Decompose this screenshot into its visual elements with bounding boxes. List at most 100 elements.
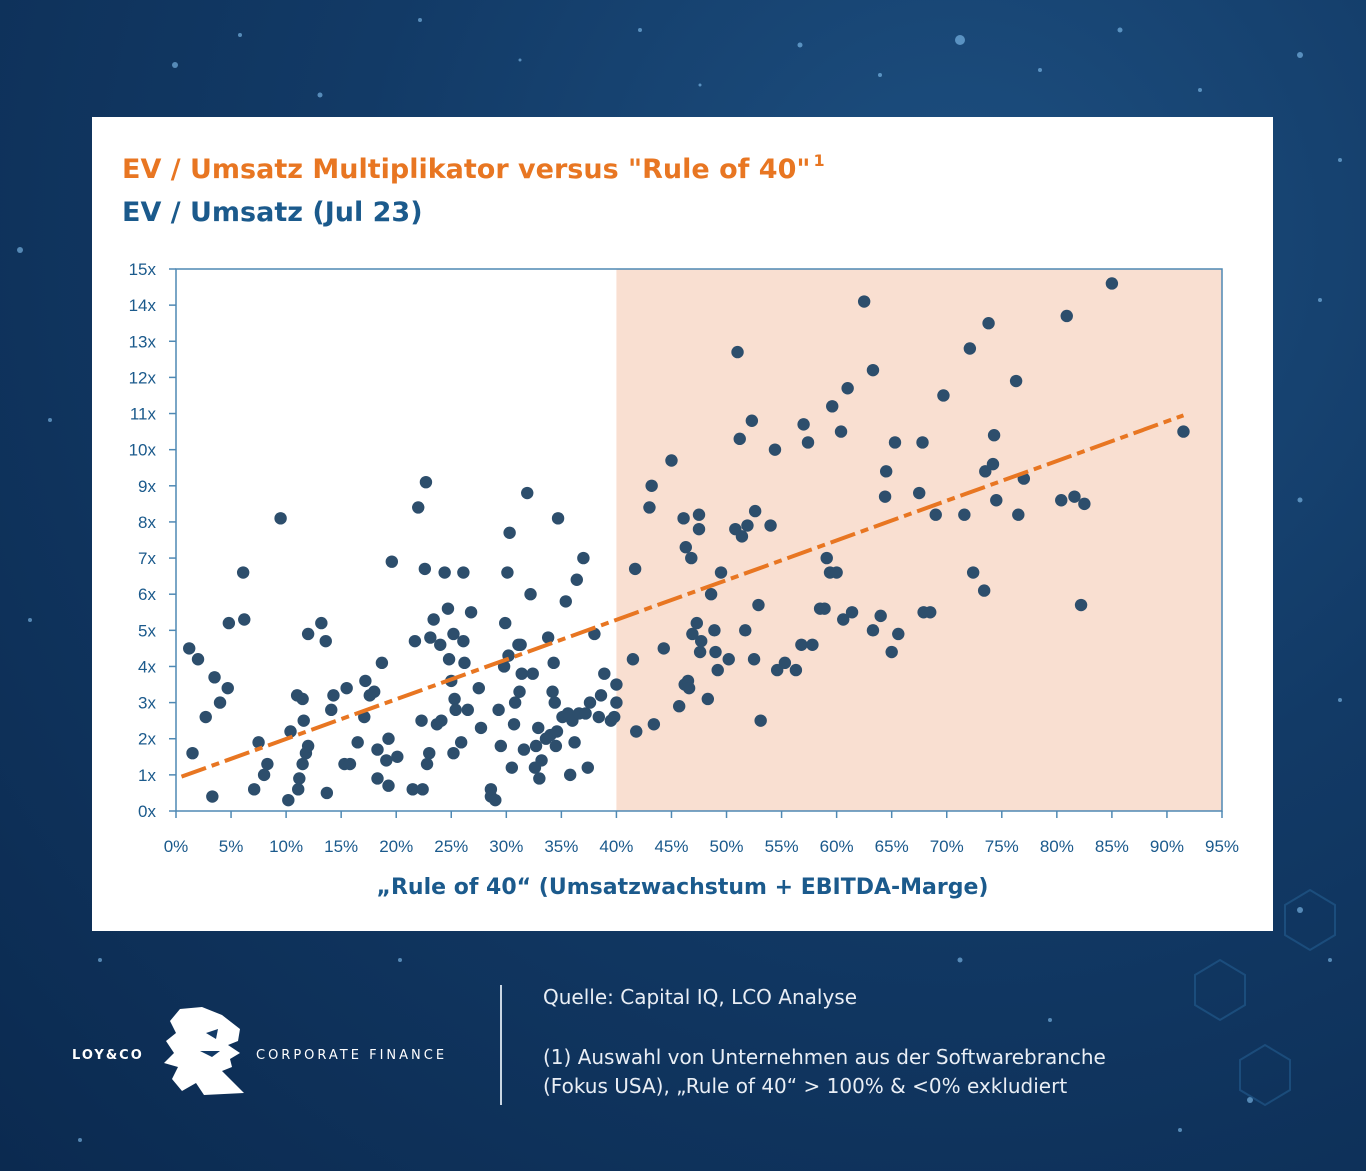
data-point bbox=[892, 627, 905, 641]
data-point bbox=[351, 736, 364, 749]
data-point bbox=[647, 718, 661, 731]
data-point bbox=[418, 562, 432, 576]
data-point bbox=[797, 418, 810, 431]
data-point bbox=[958, 508, 971, 521]
data-point bbox=[679, 541, 692, 554]
data-point bbox=[630, 725, 643, 738]
data-point bbox=[1055, 494, 1068, 507]
data-point bbox=[517, 743, 531, 756]
x-tick-label: 30% bbox=[489, 837, 523, 856]
data-point bbox=[274, 512, 287, 525]
data-point bbox=[754, 714, 767, 727]
data-point bbox=[913, 486, 926, 500]
data-point bbox=[415, 714, 428, 727]
data-point bbox=[711, 663, 724, 677]
data-point bbox=[626, 653, 640, 666]
data-point bbox=[731, 345, 744, 359]
data-point bbox=[236, 566, 250, 579]
data-point bbox=[296, 692, 309, 706]
data-point bbox=[505, 761, 519, 774]
trendline bbox=[180, 413, 1185, 779]
x-tick-label: 0% bbox=[164, 837, 189, 856]
data-point bbox=[435, 714, 448, 727]
data-point bbox=[380, 754, 393, 767]
x-tick-label: 80% bbox=[1040, 837, 1074, 856]
data-point bbox=[382, 732, 395, 745]
scatter-plot: 0x 1x 2x 3x 4x 5x 6x 7x 8x 9x 10x 11x 12x 13x 14x 15x 0… bbox=[129, 260, 1239, 856]
y-tick-label: 1x bbox=[138, 766, 156, 785]
source-note: Quelle: Capital IQ, LCO Analyse bbox=[543, 985, 858, 1009]
footnote: (1) Auswahl von Unternehmen aus der Soft… bbox=[543, 1043, 1106, 1101]
y-tick-label: 14x bbox=[129, 296, 157, 315]
data-point bbox=[830, 566, 843, 579]
data-point bbox=[806, 638, 819, 651]
data-point bbox=[297, 714, 310, 727]
data-point bbox=[296, 757, 309, 771]
data-point bbox=[748, 504, 762, 518]
x-tick-label: 5% bbox=[219, 837, 244, 856]
data-point bbox=[741, 519, 754, 532]
data-point bbox=[879, 465, 893, 478]
x-axis-ticks: 0% 5% 10% 15% 20% 25% 30% 35% 40% 45% 50% 55% 60% 65%… bbox=[164, 811, 1239, 856]
data-point bbox=[282, 793, 295, 807]
y-tick-label: 8x bbox=[138, 513, 156, 532]
data-point bbox=[1060, 309, 1073, 323]
data-point bbox=[1105, 277, 1119, 290]
y-tick-label: 2x bbox=[138, 730, 156, 749]
data-point bbox=[472, 681, 485, 695]
data-point bbox=[375, 656, 389, 670]
data-point bbox=[492, 703, 505, 717]
y-tick-label: 12x bbox=[129, 368, 157, 387]
data-point bbox=[690, 616, 703, 630]
data-point bbox=[695, 634, 708, 648]
data-point bbox=[474, 721, 488, 735]
data-point bbox=[293, 772, 306, 785]
data-point bbox=[672, 700, 686, 713]
data-point bbox=[315, 616, 328, 630]
x-tick-label: 40% bbox=[599, 837, 633, 856]
data-point bbox=[866, 363, 880, 377]
data-point bbox=[686, 627, 699, 641]
data-point bbox=[507, 718, 521, 731]
data-point bbox=[423, 746, 436, 760]
data-point bbox=[568, 736, 581, 749]
lion-logo-icon bbox=[164, 1007, 244, 1095]
data-point bbox=[752, 598, 765, 612]
data-point bbox=[385, 555, 399, 568]
y-tick-label: 13x bbox=[129, 332, 157, 351]
y-tick-label: 5x bbox=[138, 621, 156, 640]
data-point bbox=[657, 642, 670, 655]
x-tick-label: 20% bbox=[379, 837, 413, 856]
data-point bbox=[301, 739, 315, 753]
data-point bbox=[238, 613, 251, 626]
data-point bbox=[841, 382, 854, 395]
data-point bbox=[548, 696, 561, 709]
chart-title-footnote-mark: 1 bbox=[813, 151, 825, 170]
data-point bbox=[529, 739, 543, 753]
data-point bbox=[213, 696, 227, 709]
data-point bbox=[541, 631, 555, 644]
data-point bbox=[1177, 425, 1190, 438]
data-point bbox=[685, 551, 698, 565]
data-point bbox=[191, 653, 205, 666]
data-point bbox=[885, 645, 898, 659]
data-point bbox=[320, 786, 334, 800]
x-axis-title: „Rule of 40“ (Umsatzwachstum + EBITDA-Ma… bbox=[376, 875, 989, 900]
data-point bbox=[533, 772, 546, 785]
data-point bbox=[391, 750, 404, 763]
data-point bbox=[367, 685, 381, 698]
data-point bbox=[966, 566, 980, 579]
data-point bbox=[722, 653, 735, 666]
data-point bbox=[643, 501, 656, 514]
data-point bbox=[834, 425, 848, 438]
data-point bbox=[682, 681, 696, 695]
footer-divider bbox=[500, 985, 502, 1105]
data-point bbox=[526, 667, 539, 680]
data-point bbox=[1009, 374, 1023, 388]
data-point bbox=[221, 681, 234, 695]
x-tick-label: 85% bbox=[1095, 837, 1129, 856]
data-point bbox=[515, 667, 528, 680]
data-point bbox=[416, 783, 429, 796]
brand-name: LOY&CO bbox=[72, 1048, 144, 1063]
data-point bbox=[457, 634, 470, 648]
